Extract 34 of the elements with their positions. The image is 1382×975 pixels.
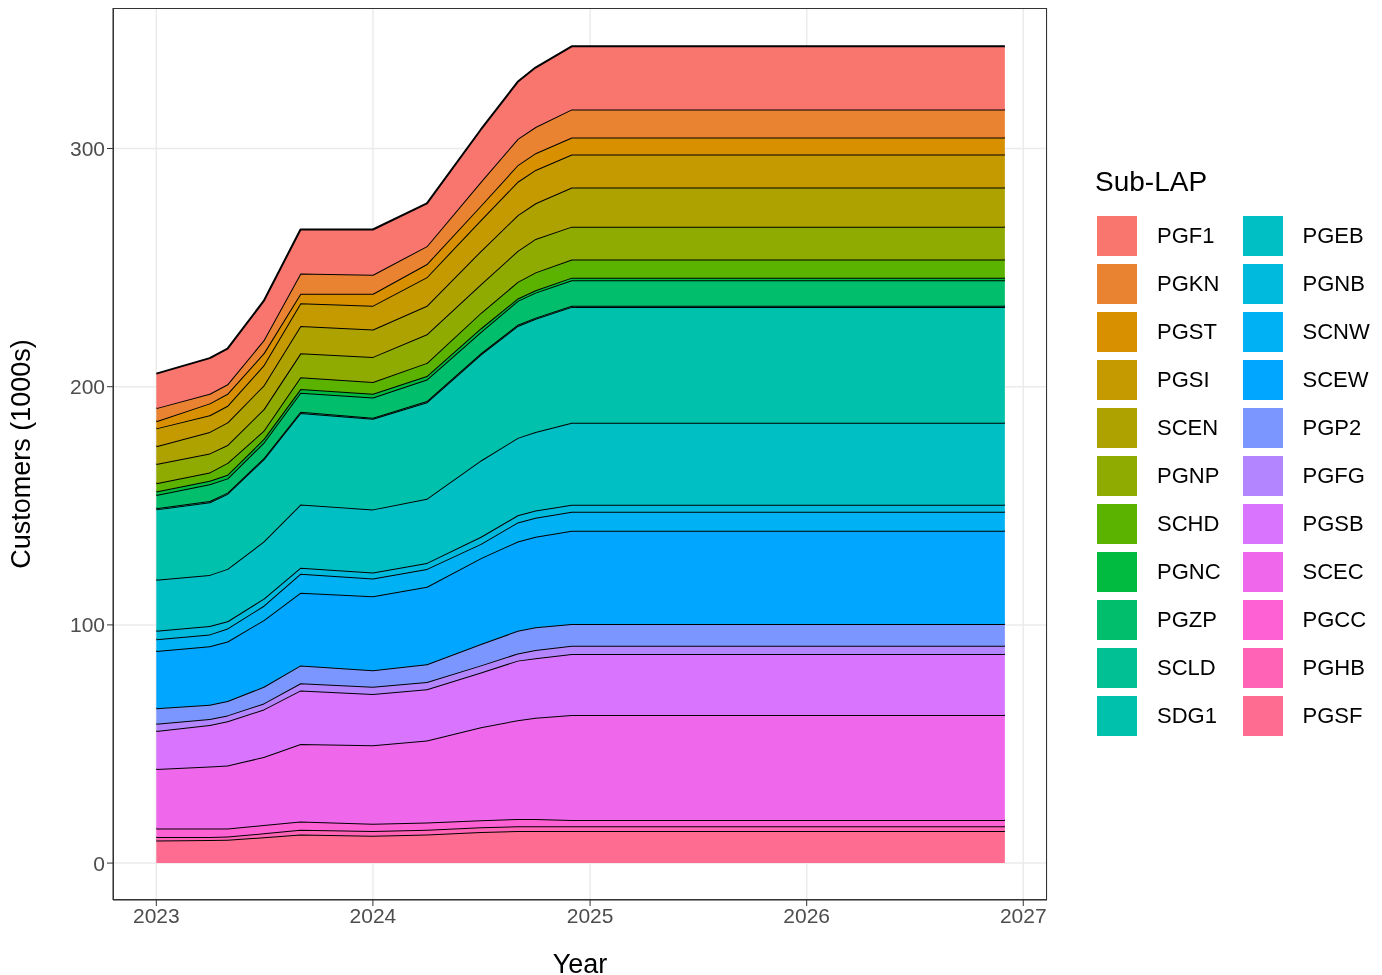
legend-label: SCEC bbox=[1302, 559, 1364, 585]
legend-label: PGST bbox=[1157, 319, 1217, 345]
legend-label: SCNW bbox=[1302, 319, 1370, 345]
legend-label: PGEB bbox=[1302, 223, 1364, 249]
legend-label: PGKN bbox=[1157, 271, 1220, 297]
legend-label: SDG1 bbox=[1157, 703, 1217, 729]
x-tick-label: 2025 bbox=[566, 903, 614, 927]
y-tick-label: 100 bbox=[69, 613, 105, 637]
legend-label: PGSI bbox=[1157, 367, 1210, 393]
legend-label: SCEN bbox=[1157, 415, 1219, 441]
x-axis-title: Year bbox=[552, 949, 608, 975]
x-tick-label: 2024 bbox=[349, 903, 397, 927]
legend-label: PGSB bbox=[1302, 511, 1364, 537]
legend-label: SCEW bbox=[1302, 367, 1369, 393]
y-tick-label: 300 bbox=[69, 136, 105, 160]
legend-label: SCHD bbox=[1157, 511, 1220, 537]
x-tick-label: 2027 bbox=[999, 903, 1047, 927]
legend-label: PGNP bbox=[1157, 463, 1220, 489]
x-tick-label: 2026 bbox=[783, 903, 831, 927]
y-tick-label: 0 bbox=[93, 851, 105, 875]
y-tick-label: 200 bbox=[69, 375, 105, 399]
legend-label: SCLD bbox=[1157, 655, 1216, 681]
legend-label: PGCC bbox=[1302, 607, 1367, 633]
legend-label: PGF1 bbox=[1157, 223, 1215, 249]
legend-label: PGP2 bbox=[1302, 415, 1362, 441]
legend-label: PGZP bbox=[1157, 607, 1217, 633]
x-tick-label: 2023 bbox=[132, 903, 180, 927]
legend-title: Sub-LAP bbox=[1095, 166, 1209, 198]
legend-label: PGNC bbox=[1157, 559, 1221, 585]
legend-label: PGHB bbox=[1302, 655, 1365, 681]
legend-label: PGSF bbox=[1302, 703, 1363, 729]
legend-label: PGFG bbox=[1302, 463, 1365, 489]
y-axis-title: Customers (1000s) bbox=[5, 339, 36, 569]
legend-label: PGNB bbox=[1302, 271, 1365, 297]
